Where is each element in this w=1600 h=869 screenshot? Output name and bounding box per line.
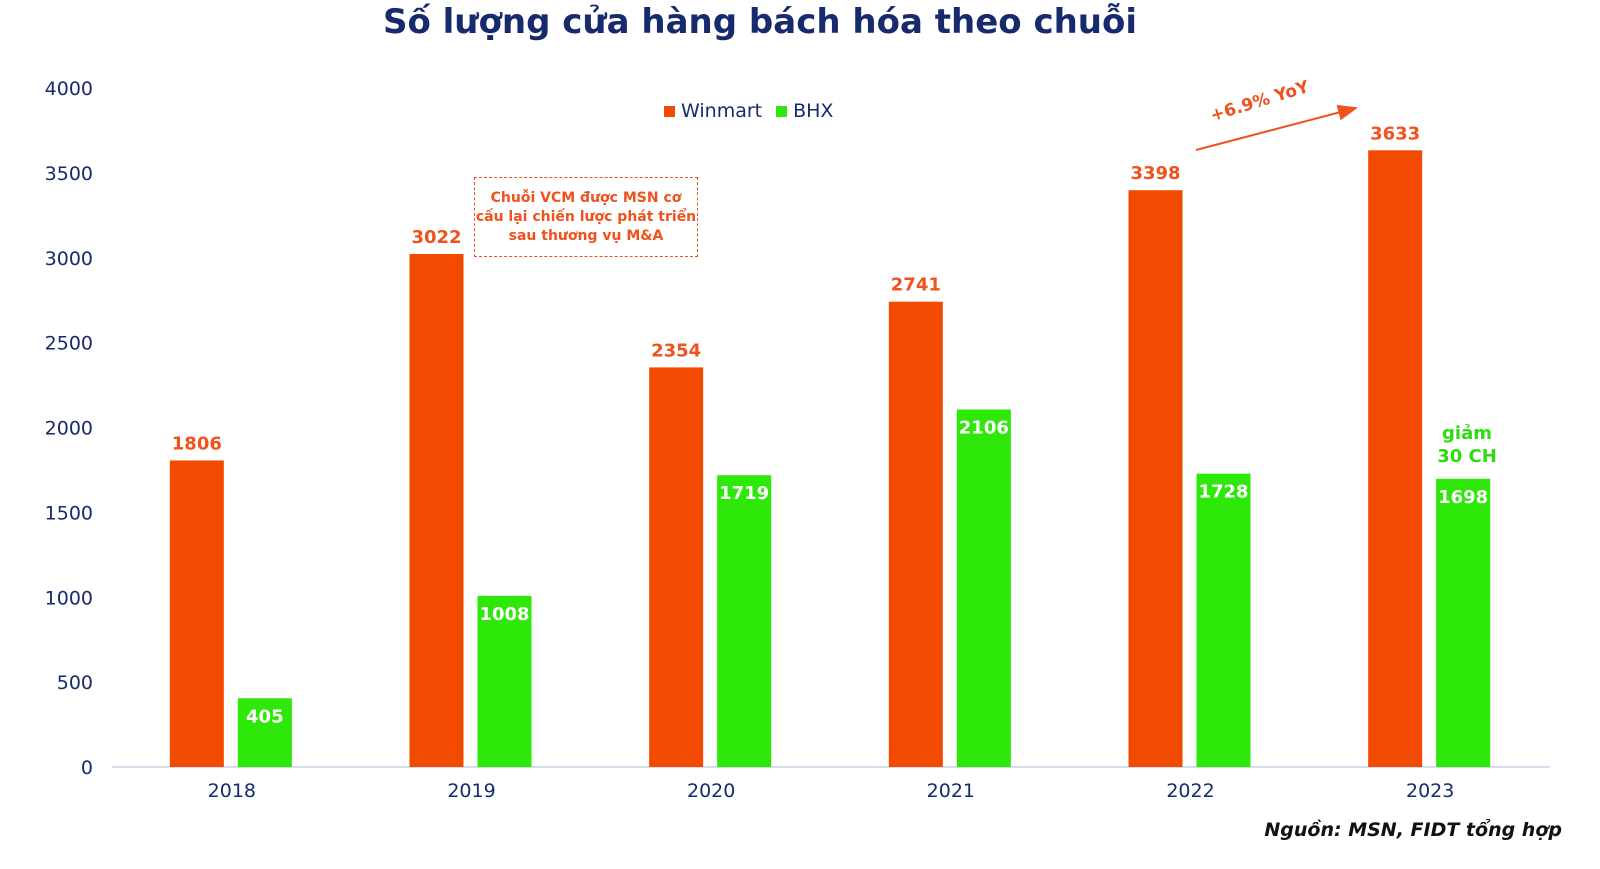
data-label-bhx-2018: 405: [246, 706, 284, 727]
bar-bhx-2018: [237, 698, 292, 767]
data-label-winmart-2020: 2354: [651, 340, 701, 361]
data-label-bhx-2020: 1719: [719, 483, 769, 504]
bar-bhx-2019: [477, 595, 532, 767]
bar-bhx-2023: [1436, 478, 1491, 767]
bar-winmart-2023: [1368, 150, 1423, 768]
x-tick-label: 2023: [1406, 780, 1454, 802]
legend-label-bhx: BHX: [793, 100, 834, 122]
x-tick-label: 2018: [208, 780, 256, 802]
data-label-winmart-2021: 2741: [891, 275, 941, 296]
data-label-winmart-2018: 1806: [172, 433, 222, 454]
bar-winmart-2022: [1128, 190, 1183, 767]
bar-winmart-2020: [649, 367, 704, 767]
x-tick-label: 2020: [687, 780, 735, 802]
data-label-bhx-2022: 1728: [1198, 482, 1248, 503]
y-axis: 0 500 1000 1500 2000 2500 3000 3500 4000: [45, 78, 93, 779]
y-tick-label: 2000: [45, 418, 93, 440]
x-tick-label: 2022: [1166, 780, 1214, 802]
data-label-bhx-2023: 1698: [1438, 487, 1488, 508]
legend-swatch-winmart: [664, 105, 675, 117]
bar-bhx-2022: [1196, 473, 1251, 767]
legend-item-winmart: Winmart: [664, 100, 762, 122]
x-tick-label: 2019: [447, 780, 495, 802]
bar-winmart-2021: [888, 301, 943, 767]
bar-winmart-2018: [169, 460, 224, 767]
legend-swatch-bhx: [776, 105, 788, 117]
x-axis: 2018 2019 2020 2021 2022 2023: [208, 780, 1455, 802]
decline-note-line-2: 30 CH: [1437, 446, 1497, 467]
data-label-winmart-2022: 3398: [1130, 163, 1180, 184]
legend-label-winmart: Winmart: [681, 100, 763, 122]
source-note: Nguồn: MSN, FIDT tổng hợp: [1264, 819, 1562, 841]
chart-title: Số lượng cửa hàng bách hóa theo chuỗi: [382, 2, 1138, 42]
bhx-decline-note: giảm 30 CH: [1422, 422, 1512, 468]
y-tick-label: 500: [57, 672, 93, 694]
chart-legend: Winmart BHX: [664, 100, 847, 122]
data-label-bhx-2019: 1008: [479, 604, 529, 625]
x-tick-label: 2021: [927, 780, 975, 802]
legend-item-bhx: BHX: [776, 100, 833, 122]
yoy-arrow: [1195, 104, 1358, 151]
data-label-bhx-2021: 2106: [959, 418, 1009, 439]
y-tick-label: 3000: [45, 248, 93, 270]
bar-bhx-2021: [956, 409, 1011, 767]
bar-bhx-2020: [717, 475, 772, 767]
y-tick-label: 1000: [45, 587, 93, 609]
decline-note-line-1: giảm: [1442, 423, 1492, 444]
y-tick-label: 1500: [45, 502, 93, 524]
y-tick-label: 0: [81, 757, 93, 779]
bar-winmart-2019: [409, 254, 464, 767]
data-label-winmart-2019: 3022: [411, 227, 461, 248]
y-tick-label: 4000: [45, 78, 93, 100]
data-label-winmart-2023: 3633: [1370, 123, 1420, 144]
vcm-restructure-annotation: Chuỗi VCM được MSN cơ cấu lại chiến lược…: [474, 177, 698, 257]
y-tick-label: 2500: [45, 333, 93, 355]
y-tick-label: 3500: [45, 163, 93, 185]
bars: 1806 405 3022 1008 2354 1719 2741 2106 3398 1728 3…: [169, 123, 1491, 768]
